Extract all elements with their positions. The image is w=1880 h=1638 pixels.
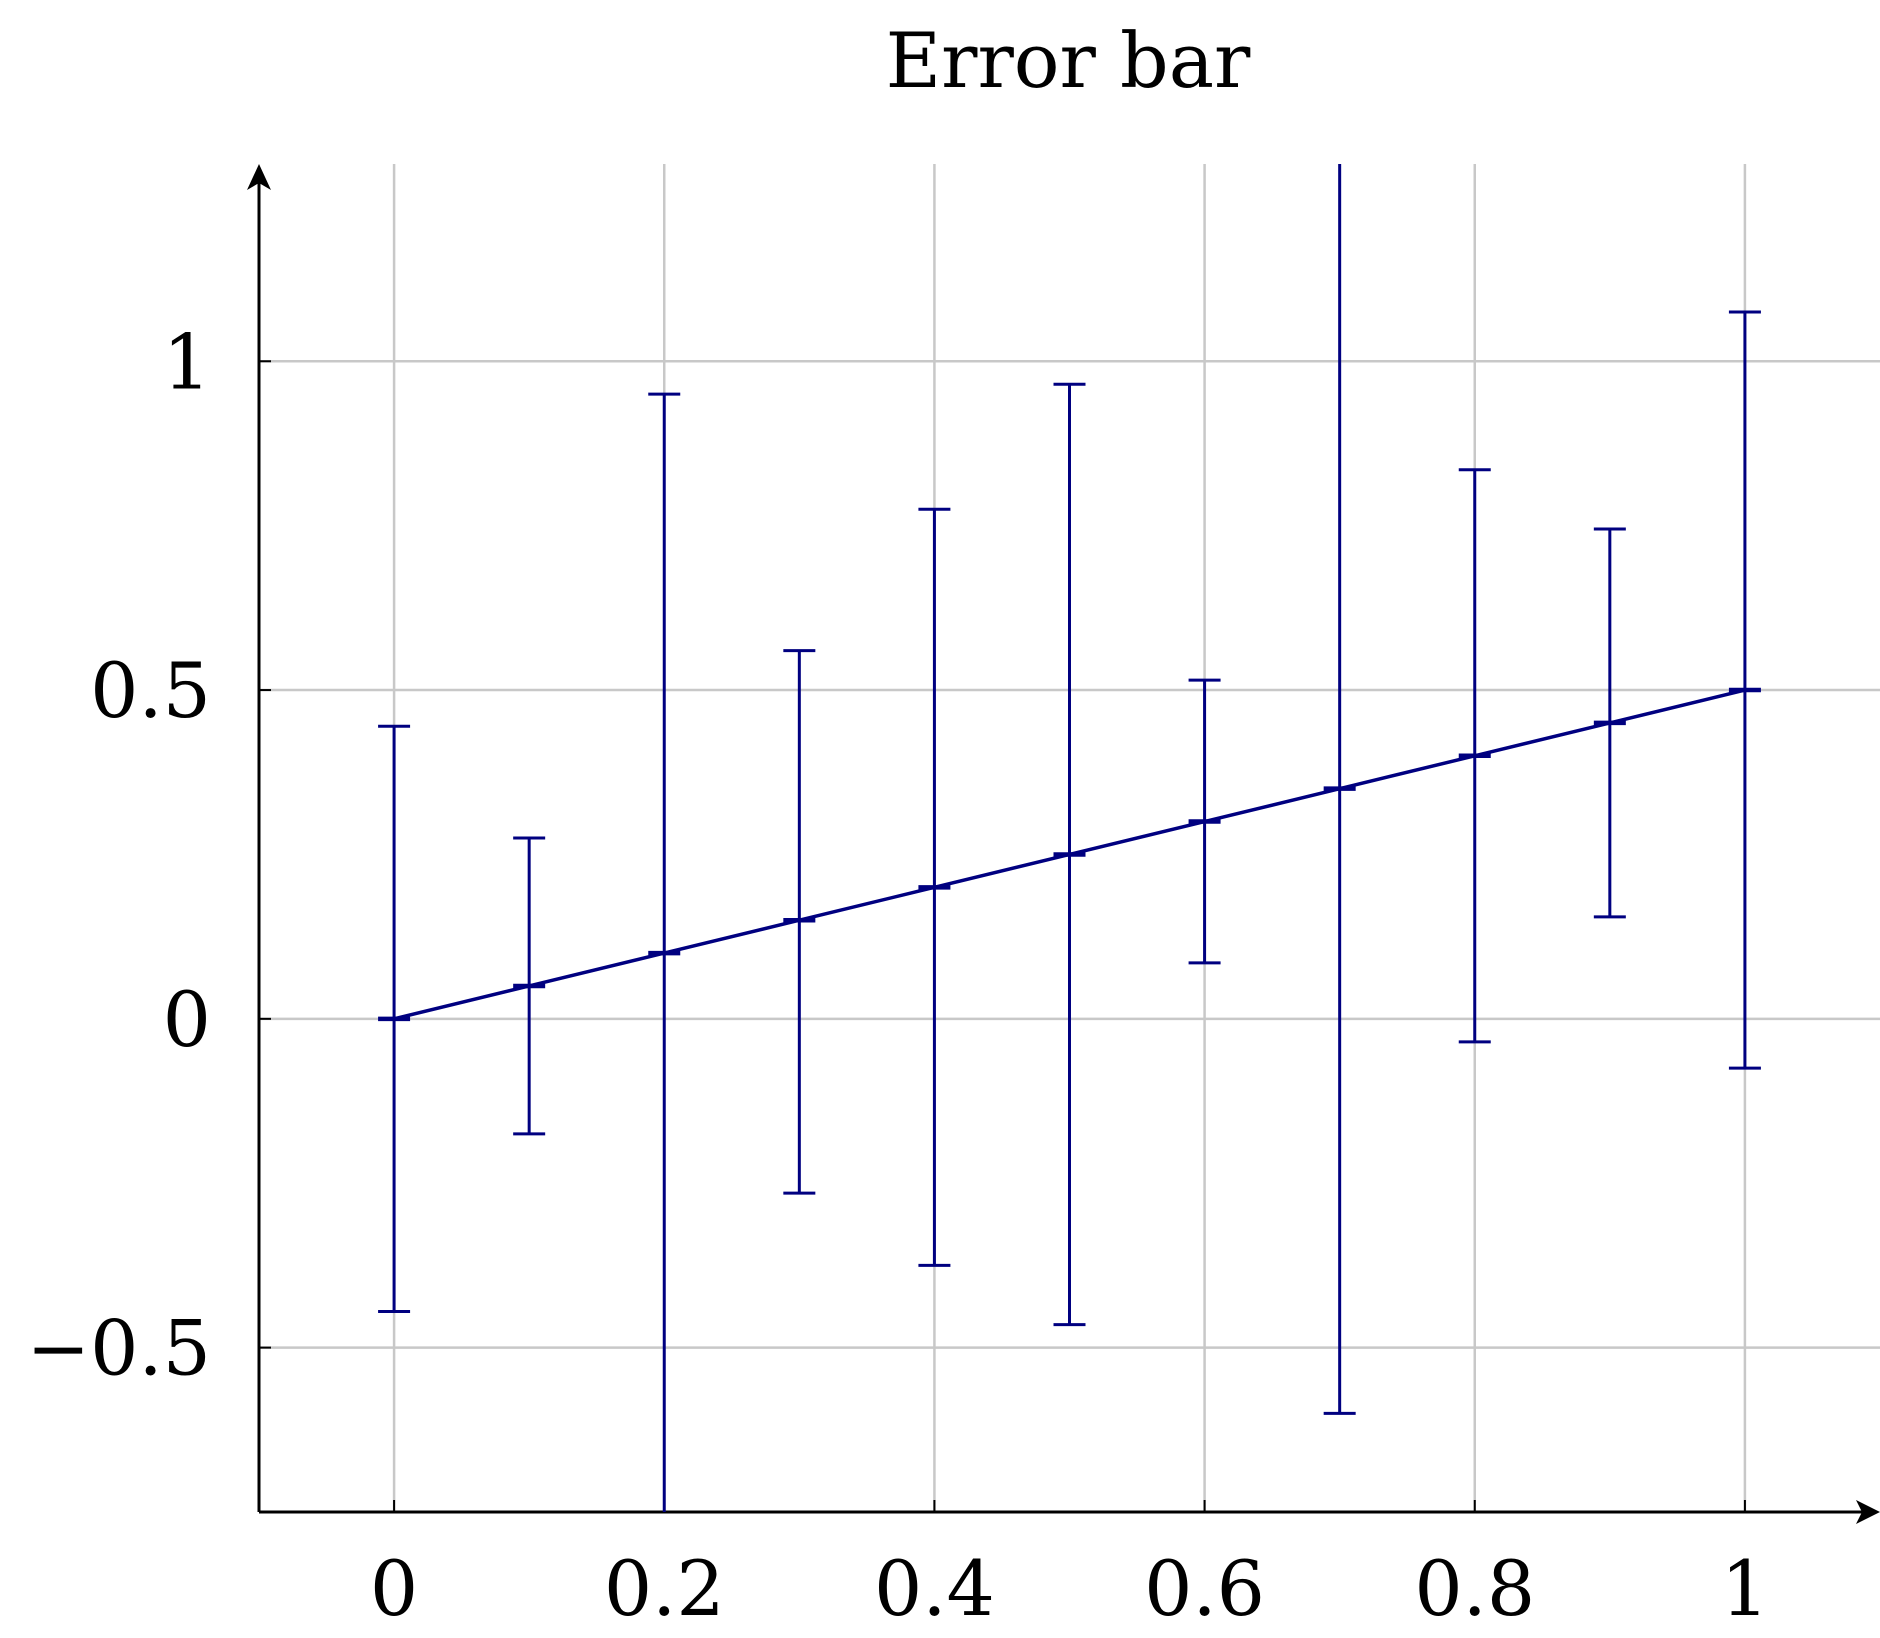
x-axis-arrow	[1856, 1500, 1880, 1524]
y-tick-label: −0.5	[26, 1304, 211, 1393]
series	[378, 164, 1761, 1512]
x-tick-label: 0.2	[604, 1544, 725, 1633]
ticks	[259, 360, 1746, 1512]
x-tick-label: 0.8	[1414, 1544, 1535, 1633]
axes	[247, 164, 1880, 1524]
x-tick-label: 0.4	[874, 1544, 995, 1633]
chart-title: Error bar	[886, 16, 1251, 105]
tick-labels: 0 0.2 0.4 0.6 0.8 1 −0.5 0 0.5 1	[26, 317, 1769, 1633]
x-tick-label: 1	[1721, 1544, 1769, 1633]
y-tick-label: 1	[163, 317, 211, 406]
x-tick-label: 0.6	[1144, 1544, 1265, 1633]
y-axis-arrow	[247, 164, 271, 190]
y-tick-label: 0.5	[90, 646, 211, 735]
y-tick-label: 0	[163, 975, 211, 1064]
x-tick-label: 0	[370, 1544, 418, 1633]
